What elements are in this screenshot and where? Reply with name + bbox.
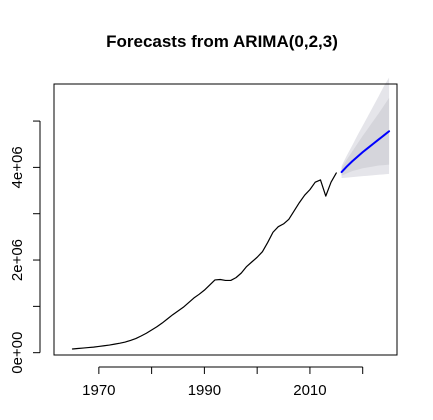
- y-axis-tick-label: 4e+06: [9, 146, 26, 188]
- y-axis: 0e+00 2e+06 4e+06: [9, 120, 41, 374]
- forecast-series-line: [340, 130, 391, 174]
- y-axis-tick-label: 0e+00: [9, 332, 26, 374]
- x-axis-tick-label: 1990: [188, 382, 221, 399]
- x-axis-tick-label: 2010: [293, 382, 326, 399]
- observed-series-line: [71, 172, 337, 350]
- x-axis-tick-label: 1970: [82, 382, 115, 399]
- y-axis-tick-label: 2e+06: [9, 239, 26, 281]
- series-layer: [71, 130, 391, 350]
- x-axis: 1970 1990 2010: [82, 366, 364, 399]
- plot-frame: [53, 83, 398, 356]
- forecast-interval-80%: [341, 97, 390, 176]
- chart-title: Forecasts from ARIMA(0,2,3): [106, 32, 338, 51]
- forecast-intervals: [341, 77, 390, 179]
